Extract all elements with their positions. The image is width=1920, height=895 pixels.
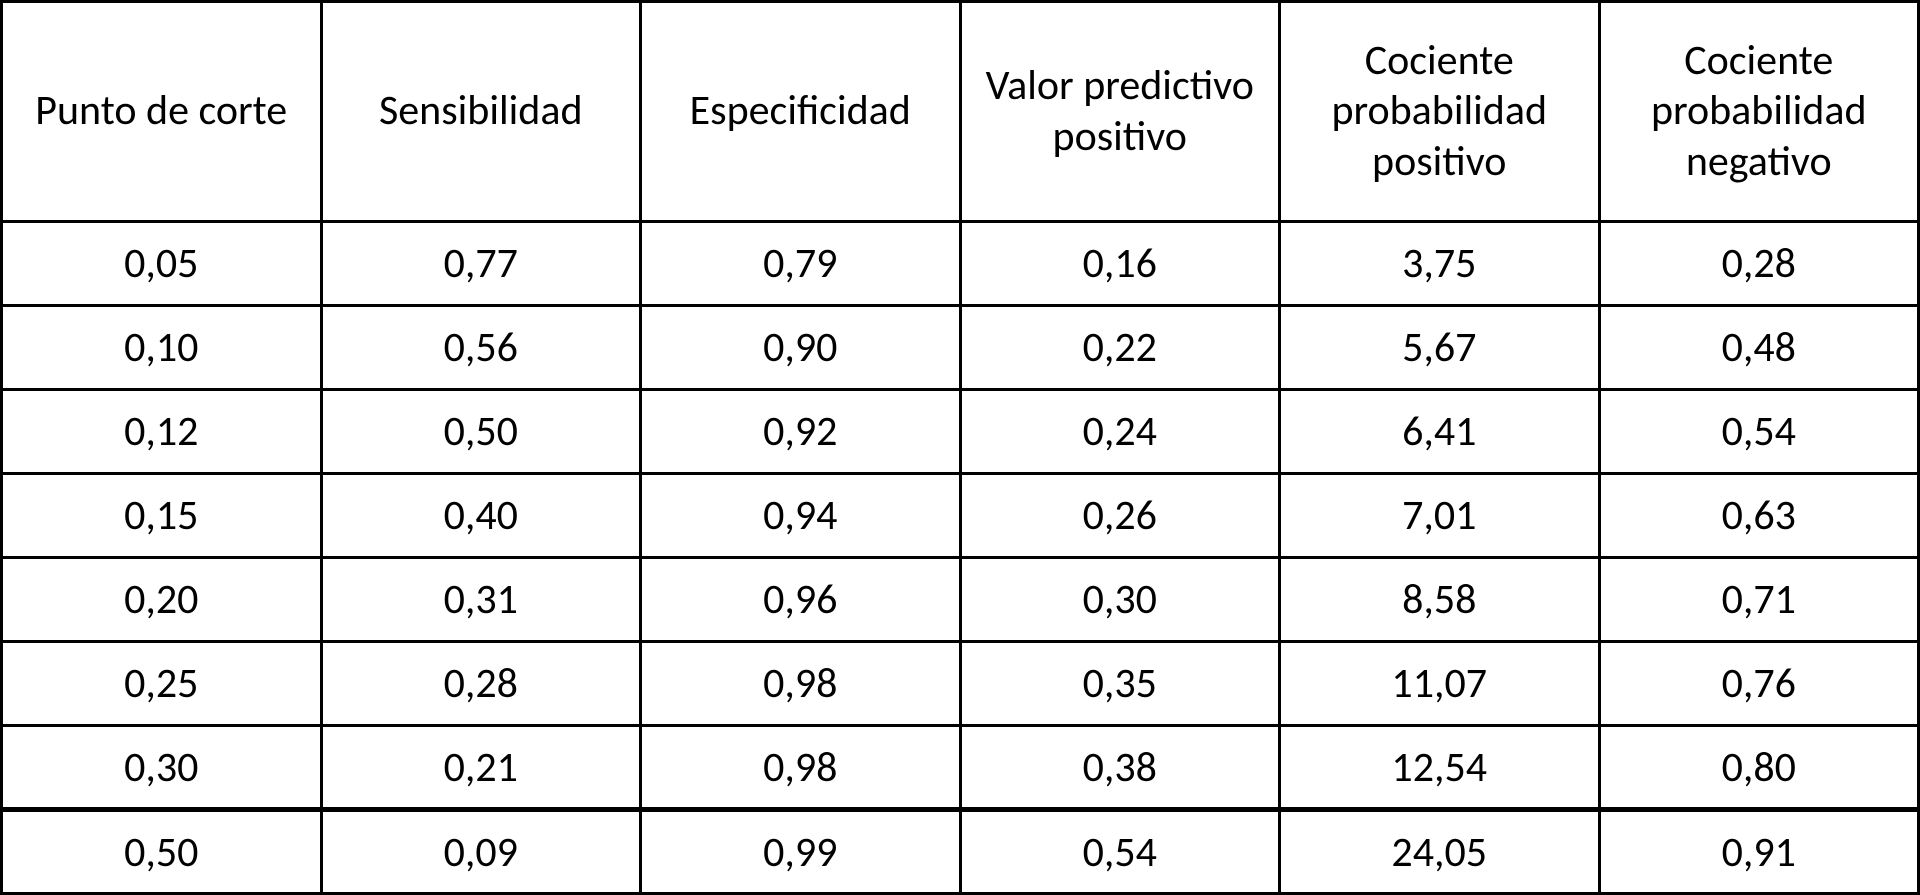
cell-punto-corte: 0,15 bbox=[2, 474, 322, 558]
cell-punto-corte: 0,25 bbox=[2, 642, 322, 726]
diagnostic-metrics-table: Punto de corte Sensibilidad Especificida… bbox=[0, 0, 1920, 895]
cell-sensibilidad: 0,28 bbox=[321, 642, 641, 726]
cell-valor-predictivo: 0,22 bbox=[960, 306, 1280, 390]
column-header-valor-predictivo: Valor predictivo positivo bbox=[960, 2, 1280, 222]
table-row: 0,12 0,50 0,92 0,24 6,41 0,54 bbox=[2, 390, 1919, 474]
cell-especificidad: 0,98 bbox=[641, 642, 961, 726]
cell-valor-predictivo: 0,26 bbox=[960, 474, 1280, 558]
cell-sensibilidad: 0,50 bbox=[321, 390, 641, 474]
cell-punto-corte: 0,50 bbox=[2, 810, 322, 894]
table-row: 0,15 0,40 0,94 0,26 7,01 0,63 bbox=[2, 474, 1919, 558]
cell-sensibilidad: 0,21 bbox=[321, 726, 641, 810]
cell-sensibilidad: 0,40 bbox=[321, 474, 641, 558]
cell-cociente-positivo: 11,07 bbox=[1280, 642, 1600, 726]
cell-cociente-negativo: 0,80 bbox=[1599, 726, 1919, 810]
cell-sensibilidad: 0,31 bbox=[321, 558, 641, 642]
table-row: 0,20 0,31 0,96 0,30 8,58 0,71 bbox=[2, 558, 1919, 642]
cell-especificidad: 0,99 bbox=[641, 810, 961, 894]
cell-punto-corte: 0,20 bbox=[2, 558, 322, 642]
cell-cociente-positivo: 6,41 bbox=[1280, 390, 1600, 474]
cell-cociente-positivo: 3,75 bbox=[1280, 222, 1600, 306]
table-row: 0,30 0,21 0,98 0,38 12,54 0,80 bbox=[2, 726, 1919, 810]
cell-cociente-negativo: 0,28 bbox=[1599, 222, 1919, 306]
cell-cociente-positivo: 7,01 bbox=[1280, 474, 1600, 558]
cell-cociente-positivo: 8,58 bbox=[1280, 558, 1600, 642]
column-header-sensibilidad: Sensibilidad bbox=[321, 2, 641, 222]
cell-punto-corte: 0,12 bbox=[2, 390, 322, 474]
cell-especificidad: 0,90 bbox=[641, 306, 961, 390]
cell-valor-predictivo: 0,54 bbox=[960, 810, 1280, 894]
cell-cociente-negativo: 0,48 bbox=[1599, 306, 1919, 390]
table-header: Punto de corte Sensibilidad Especificida… bbox=[2, 2, 1919, 222]
cell-especificidad: 0,96 bbox=[641, 558, 961, 642]
table-row: 0,25 0,28 0,98 0,35 11,07 0,76 bbox=[2, 642, 1919, 726]
cell-cociente-negativo: 0,76 bbox=[1599, 642, 1919, 726]
cell-cociente-negativo: 0,63 bbox=[1599, 474, 1919, 558]
cell-sensibilidad: 0,56 bbox=[321, 306, 641, 390]
table-body: 0,05 0,77 0,79 0,16 3,75 0,28 0,10 0,56 … bbox=[2, 222, 1919, 894]
cell-especificidad: 0,98 bbox=[641, 726, 961, 810]
cell-cociente-positivo: 24,05 bbox=[1280, 810, 1600, 894]
cell-cociente-positivo: 5,67 bbox=[1280, 306, 1600, 390]
column-header-cociente-positivo: Cociente probabilidad positivo bbox=[1280, 2, 1600, 222]
cell-punto-corte: 0,05 bbox=[2, 222, 322, 306]
cell-especificidad: 0,92 bbox=[641, 390, 961, 474]
cell-cociente-negativo: 0,71 bbox=[1599, 558, 1919, 642]
cell-sensibilidad: 0,09 bbox=[321, 810, 641, 894]
cell-valor-predictivo: 0,30 bbox=[960, 558, 1280, 642]
cell-sensibilidad: 0,77 bbox=[321, 222, 641, 306]
table-row: 0,10 0,56 0,90 0,22 5,67 0,48 bbox=[2, 306, 1919, 390]
cell-especificidad: 0,94 bbox=[641, 474, 961, 558]
column-header-especificidad: Especificidad bbox=[641, 2, 961, 222]
cell-especificidad: 0,79 bbox=[641, 222, 961, 306]
cell-valor-predictivo: 0,38 bbox=[960, 726, 1280, 810]
table-row: 0,50 0,09 0,99 0,54 24,05 0,91 bbox=[2, 810, 1919, 894]
cell-cociente-negativo: 0,91 bbox=[1599, 810, 1919, 894]
cell-cociente-positivo: 12,54 bbox=[1280, 726, 1600, 810]
cell-punto-corte: 0,30 bbox=[2, 726, 322, 810]
column-header-punto-corte: Punto de corte bbox=[2, 2, 322, 222]
table-row: 0,05 0,77 0,79 0,16 3,75 0,28 bbox=[2, 222, 1919, 306]
cell-punto-corte: 0,10 bbox=[2, 306, 322, 390]
cell-cociente-negativo: 0,54 bbox=[1599, 390, 1919, 474]
column-header-cociente-negativo: Cociente probabilidad negativo bbox=[1599, 2, 1919, 222]
cell-valor-predictivo: 0,16 bbox=[960, 222, 1280, 306]
cell-valor-predictivo: 0,35 bbox=[960, 642, 1280, 726]
header-row: Punto de corte Sensibilidad Especificida… bbox=[2, 2, 1919, 222]
cell-valor-predictivo: 0,24 bbox=[960, 390, 1280, 474]
